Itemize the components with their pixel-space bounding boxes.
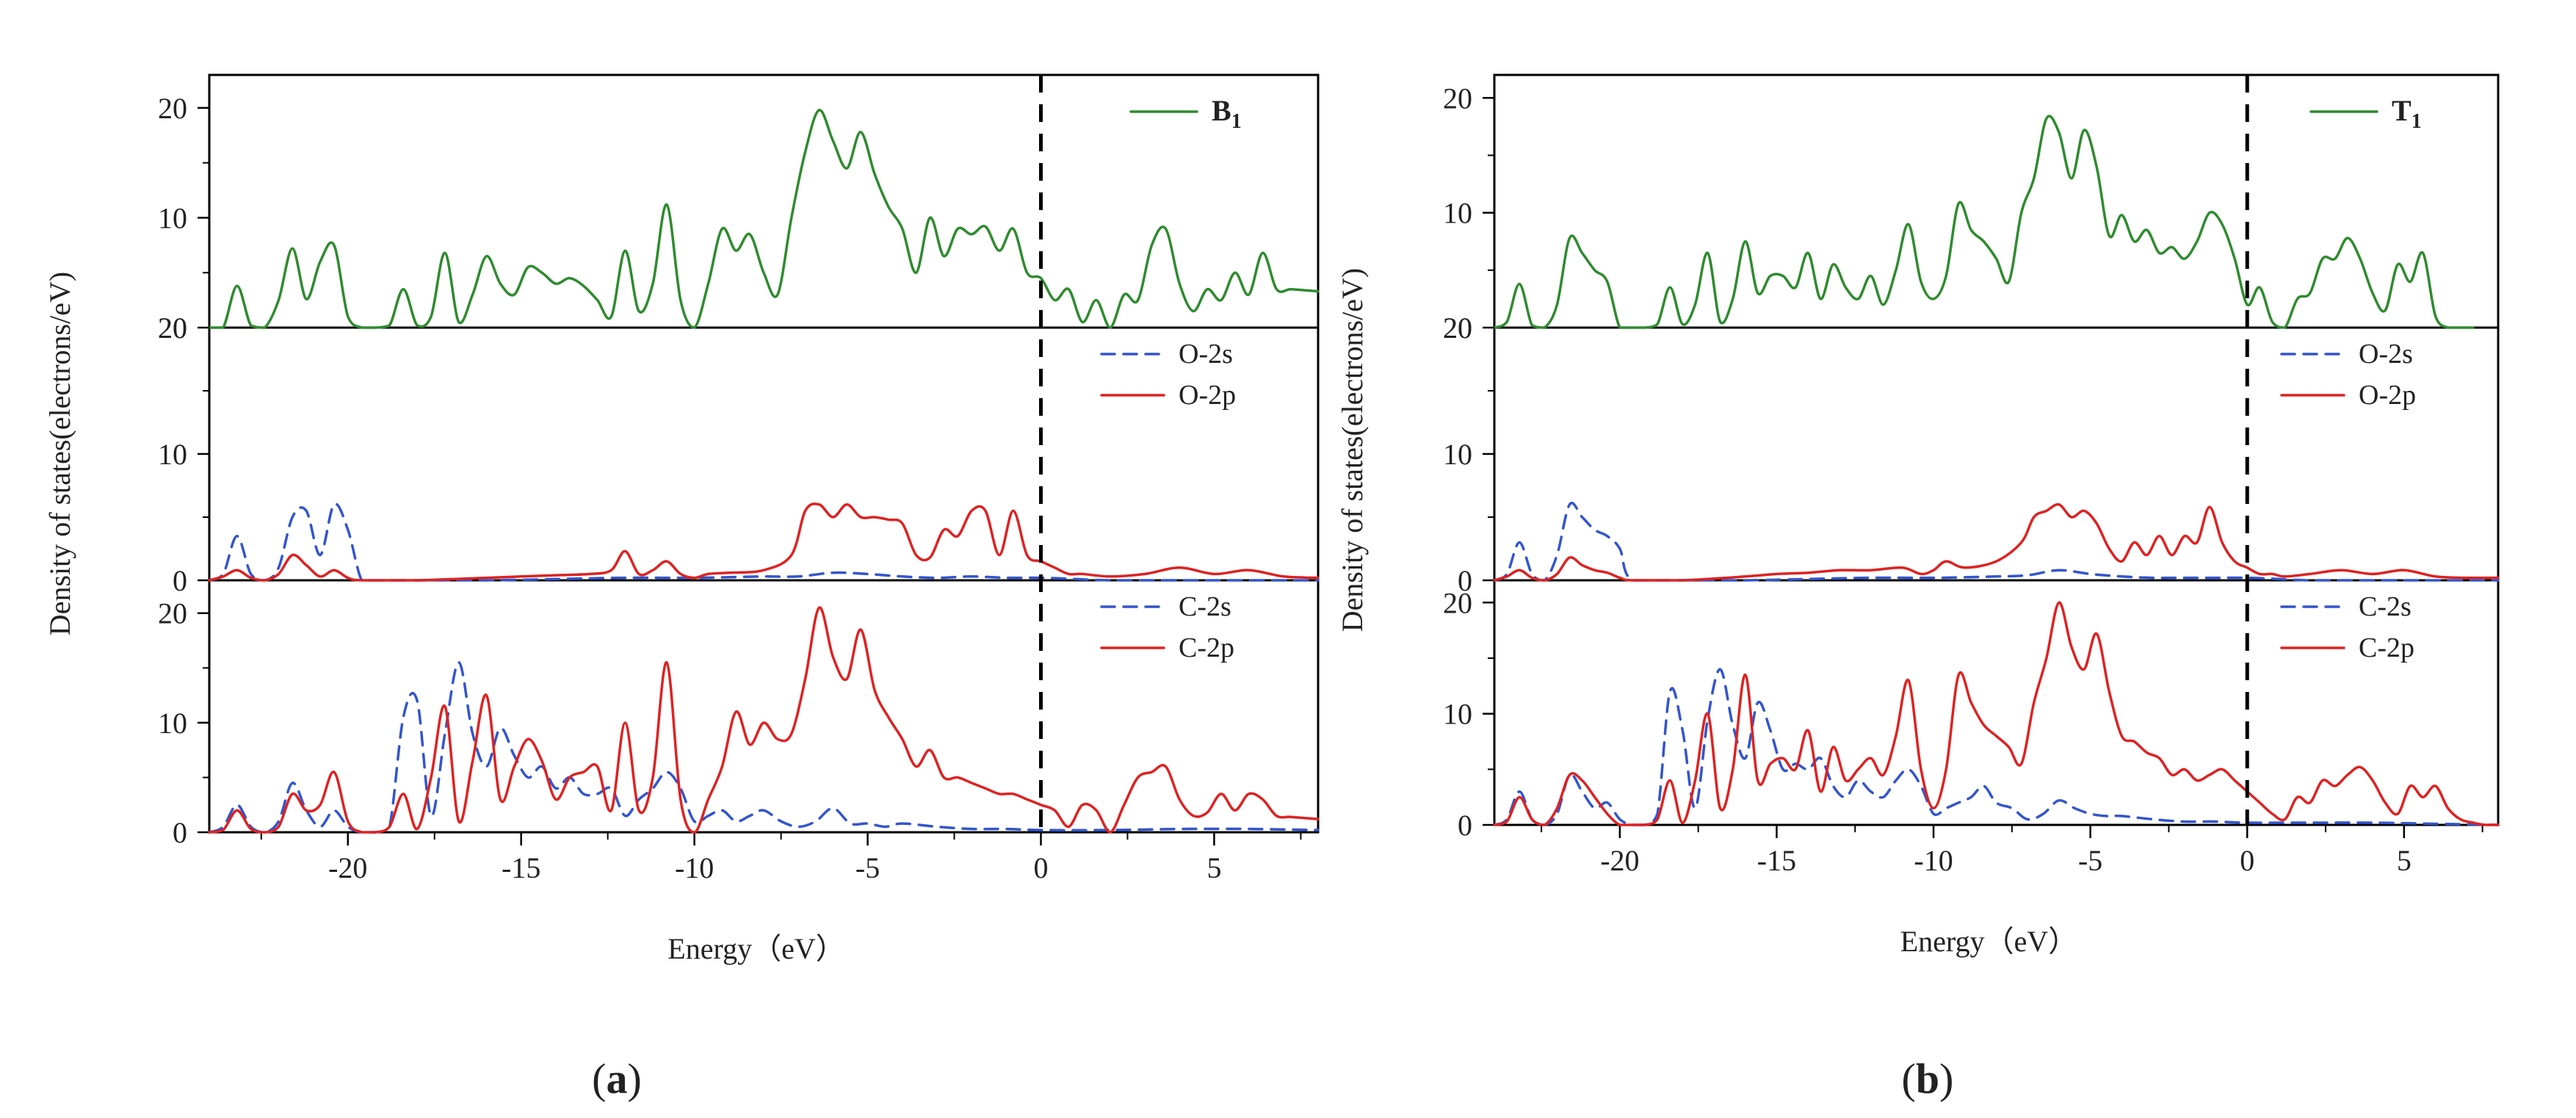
y-tick-label: 20 bbox=[1443, 586, 1472, 619]
subplot-total: 10 20 20 B1 bbox=[158, 92, 1320, 345]
x-tick-label: 0 bbox=[2240, 844, 2254, 877]
y-tick-label: 0 bbox=[1458, 809, 1472, 842]
legend-label: B1 bbox=[1212, 94, 1242, 133]
subplot-total: 10 20 20 T1 bbox=[1443, 82, 2475, 345]
legend-label: O-2s bbox=[2359, 339, 2413, 369]
series-line-T1 bbox=[1493, 115, 2475, 329]
y-tick-label: 0 bbox=[1458, 564, 1472, 597]
subplot-O: 0 10 20 O-2s O-2p bbox=[158, 311, 1320, 597]
x-axis-title: Energy（eV） bbox=[667, 932, 844, 965]
y-tick-label: 20 bbox=[158, 311, 187, 345]
x-tick-label: 5 bbox=[1206, 851, 1221, 884]
x-tick-label: -20 bbox=[328, 851, 367, 884]
x-tick-label: 0 bbox=[1034, 851, 1049, 884]
y-tick-label: 20 bbox=[158, 597, 187, 630]
y-tick-label: 20 bbox=[1443, 311, 1472, 345]
y-tick-label: 0 bbox=[173, 564, 187, 597]
plot-frame bbox=[208, 73, 1320, 834]
series-line-C-2p bbox=[208, 606, 1320, 834]
y-tick-label: 10 bbox=[1443, 438, 1472, 471]
panel-caption: (b) bbox=[1902, 1055, 1954, 1103]
x-tick-label: -10 bbox=[675, 851, 714, 884]
x-tick-label: -15 bbox=[502, 851, 540, 884]
chart-panel-a: -20 -15 -10 -5 0 5 Energy（eV） Density of states… bbox=[43, 73, 1320, 1103]
y-tick-label: 10 bbox=[1443, 698, 1472, 731]
series-line-C-2p bbox=[1493, 601, 2500, 826]
y-tick-label: 20 bbox=[1443, 311, 1472, 345]
y-tick-label: 10 bbox=[158, 438, 187, 471]
legend-label: C-2p bbox=[1179, 632, 1234, 663]
legend-label: O-2s bbox=[1179, 339, 1233, 369]
y-tick-label: 20 bbox=[158, 311, 187, 345]
x-tick-label: 5 bbox=[2397, 844, 2412, 877]
x-tick-label: -5 bbox=[2078, 844, 2102, 877]
legend-label: C-2s bbox=[2359, 591, 2412, 622]
y-tick-label: 10 bbox=[158, 707, 187, 740]
series-line-O-2p bbox=[1493, 502, 2500, 582]
y-axis-title: Density of states(electrons/eV) bbox=[43, 272, 76, 635]
subplot-O: 0 10 20 O-2s O-2p bbox=[1443, 311, 2500, 597]
y-tick-label: 0 bbox=[173, 816, 187, 849]
series-line-C-2s bbox=[1493, 668, 2500, 826]
y-tick-label: 20 bbox=[1443, 82, 1472, 115]
legend-label: C-2p bbox=[2359, 632, 2414, 663]
legend-label: C-2s bbox=[1179, 591, 1231, 622]
x-tick-label: -15 bbox=[1757, 844, 1796, 877]
legend-label: O-2p bbox=[1179, 380, 1236, 411]
panel-caption: (a) bbox=[592, 1055, 642, 1103]
series-line-O-2s bbox=[1493, 502, 2500, 582]
plot-frame bbox=[1493, 73, 2500, 826]
series-line-O-2p bbox=[208, 502, 1320, 582]
x-tick-label: -10 bbox=[1914, 844, 1953, 877]
series-line-B1 bbox=[208, 109, 1320, 329]
chart-panel-b: -20 -15 -10 -5 0 5 Energy（eV） Density of states… bbox=[1336, 73, 2500, 1103]
y-tick-label: 20 bbox=[158, 92, 187, 125]
y-tick-label: 10 bbox=[158, 201, 187, 234]
y-tick-label: 10 bbox=[1443, 197, 1472, 230]
series-line-C-2s bbox=[208, 661, 1320, 834]
legend-label: O-2p bbox=[2359, 380, 2416, 411]
subplot-C: 0 10 20 C-2s C-2p bbox=[1443, 586, 2500, 842]
legend-label: T1 bbox=[2392, 94, 2422, 133]
subplot-C: 0 10 20 C-2s C-2p bbox=[158, 591, 1320, 849]
x-axis-title: Energy（eV） bbox=[1900, 925, 2077, 958]
x-tick-label: -5 bbox=[855, 851, 880, 884]
x-tick-label: -20 bbox=[1600, 844, 1639, 877]
y-axis-title: Density of states(electrons/eV) bbox=[1336, 268, 1369, 632]
